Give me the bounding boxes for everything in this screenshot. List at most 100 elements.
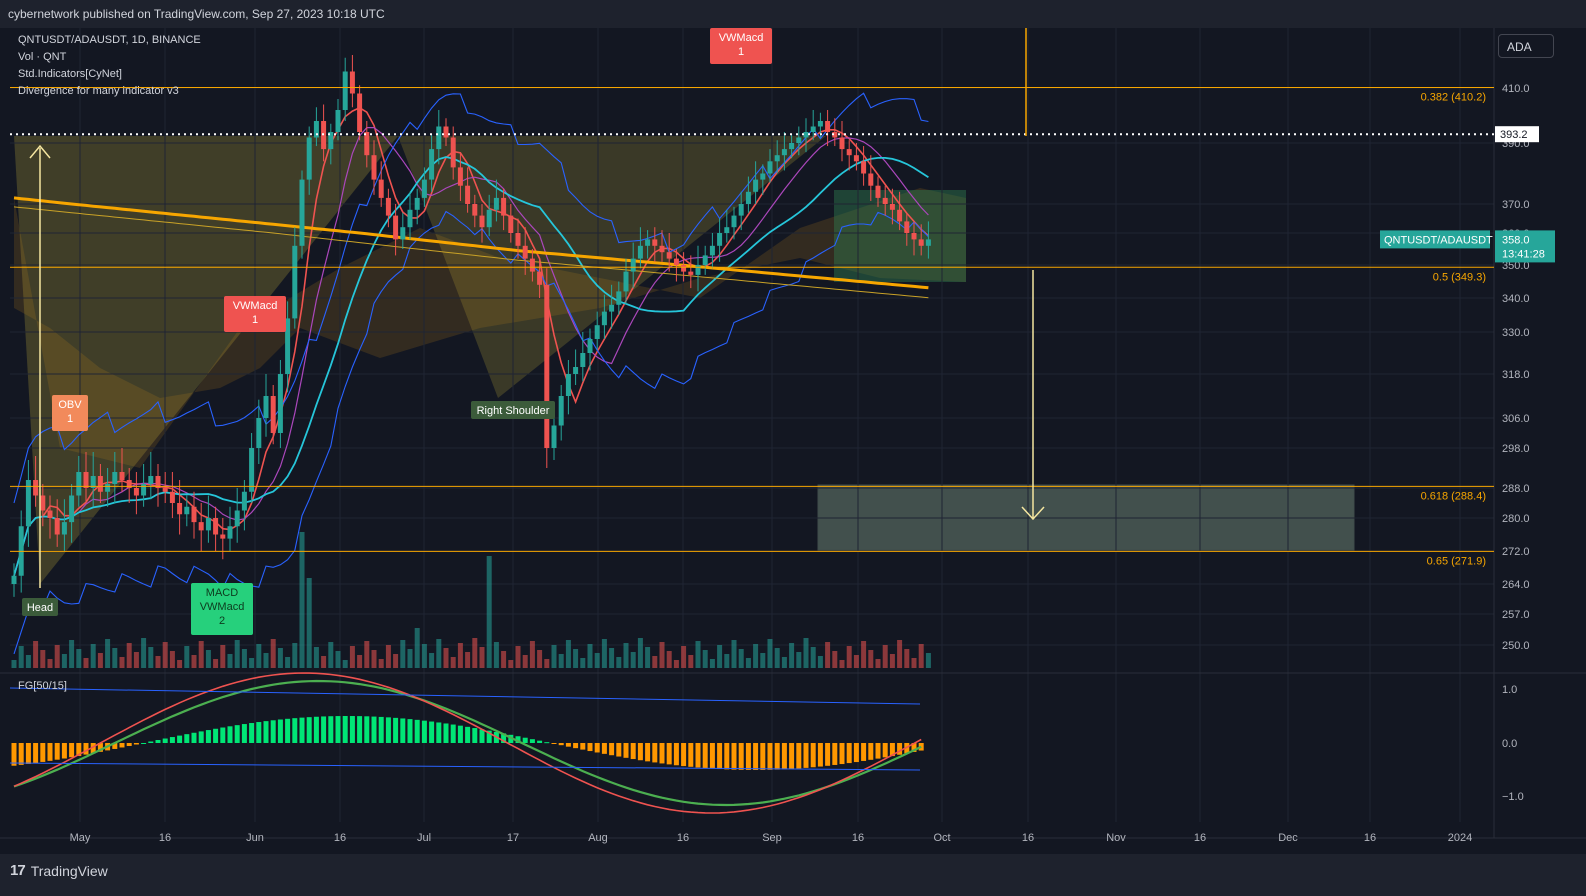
price-chart[interactable]: 0.382 (410.2) 0.5 (349.3) 0.618 (288.4) 0.6… [0, 28, 1586, 854]
oscillator-bar [573, 743, 579, 749]
oscillator-bar [414, 719, 420, 743]
volume-bar [256, 644, 262, 668]
fib-label: 0.382 (410.2) [1421, 91, 1486, 103]
tradingview-brand[interactable]: 17 TradingView [10, 862, 108, 879]
volume-bar [565, 640, 571, 668]
volume-bar [637, 638, 643, 668]
oscillator-bar [760, 743, 766, 770]
volume-bar [349, 646, 355, 668]
price-tick-label: 264.0 [1502, 579, 1530, 591]
oscillator-bar [357, 716, 363, 743]
volume-bar [263, 653, 269, 668]
candle [796, 137, 802, 143]
candle [227, 526, 233, 539]
oscillator-bar [580, 743, 586, 750]
volume-bar [220, 645, 226, 668]
volume-bar [803, 638, 809, 668]
candle [609, 304, 615, 312]
volume-bar [371, 650, 377, 668]
volume-bar [587, 644, 593, 668]
volume-bar [205, 650, 211, 668]
candle [328, 132, 334, 150]
candle [97, 476, 103, 492]
bollinger-upper [13, 92, 929, 504]
volume-bar [486, 556, 492, 668]
oscillator-bar [853, 743, 859, 763]
oscillator-bar [623, 743, 629, 758]
oscillator-bar [321, 716, 327, 743]
volume-bar [731, 640, 737, 668]
legend-symbol[interactable]: QNTUSDT/ADAUSDT, 1D, BINANCE [18, 34, 201, 46]
currency-button[interactable]: ADA [1498, 34, 1554, 58]
time-tick-label: May [70, 832, 91, 844]
volume-bar [918, 644, 924, 668]
annotation-label: MACD [206, 587, 238, 599]
oscillator-fast-line [13, 672, 922, 814]
candle [349, 71, 355, 94]
candle [565, 374, 571, 396]
oscillator-bar [270, 720, 276, 743]
candle [738, 204, 744, 216]
price-tick-label: 257.0 [1502, 609, 1530, 621]
volume-bar [508, 660, 514, 668]
volume-bar [817, 656, 823, 668]
oscillator-bar [328, 716, 334, 743]
candle [709, 245, 715, 256]
oscillator-bar [846, 743, 852, 764]
candle [335, 110, 341, 132]
volume-bar [551, 645, 557, 668]
volume-bar [709, 659, 715, 668]
oscillator-bar [810, 743, 816, 768]
oscillator-bar [601, 743, 607, 754]
oscillator-bar [450, 724, 456, 743]
price-tick-label: 306.0 [1502, 413, 1530, 425]
oscillator-bar [731, 743, 737, 770]
volume-bar [601, 639, 607, 668]
candle [760, 173, 766, 180]
price-tick-label: 350.0 [1502, 260, 1530, 272]
volume-bar [724, 654, 730, 668]
volume-bar [738, 649, 744, 668]
legend-volume[interactable]: Vol · QNT [18, 51, 67, 63]
candle [544, 284, 550, 448]
oscillator-bar [717, 743, 723, 770]
volume-bar [306, 578, 312, 668]
volume-bar [702, 650, 708, 668]
annotation-label: VWMacd [719, 32, 764, 44]
time-tick-label: Aug [588, 832, 608, 844]
annotation-box [710, 28, 772, 64]
volume-bar [904, 649, 910, 668]
legend-divergence[interactable]: Divergence for many indicator v3 [18, 85, 179, 97]
volume-bar [781, 657, 787, 668]
candle [817, 121, 823, 127]
candle [594, 325, 600, 339]
oscillator-bar [133, 743, 139, 745]
candle [378, 179, 384, 198]
time-tick-label: 16 [677, 832, 689, 844]
volume-bar [515, 646, 521, 668]
ma-200-thin [13, 206, 929, 299]
candle [731, 215, 737, 228]
oscillator-bar [781, 743, 787, 770]
oscillator-bar [587, 743, 593, 752]
time-tick-label: 16 [334, 832, 346, 844]
oscillator-bar [76, 743, 82, 756]
oscillator-bar [177, 735, 183, 743]
oscillator-bar [191, 732, 197, 743]
oscillator-bar [285, 718, 291, 743]
legend-std-indicators[interactable]: Std.Indicators[CyNet] [18, 68, 122, 80]
candle [868, 173, 874, 186]
price-tick-label: 250.0 [1502, 640, 1530, 652]
candle [803, 132, 809, 138]
volume-bar [925, 653, 931, 668]
volume-bar [378, 659, 384, 668]
oscillator-bar [263, 721, 269, 743]
candle [645, 239, 651, 246]
time-tick-label: Dec [1278, 832, 1298, 844]
oscillator-bar [198, 731, 204, 743]
candle [54, 518, 60, 535]
candle [695, 265, 701, 275]
osc-tick-label: −1.0 [1502, 791, 1524, 803]
legend-oscillator[interactable]: FG[50/15] [18, 680, 67, 692]
candle [277, 374, 283, 433]
